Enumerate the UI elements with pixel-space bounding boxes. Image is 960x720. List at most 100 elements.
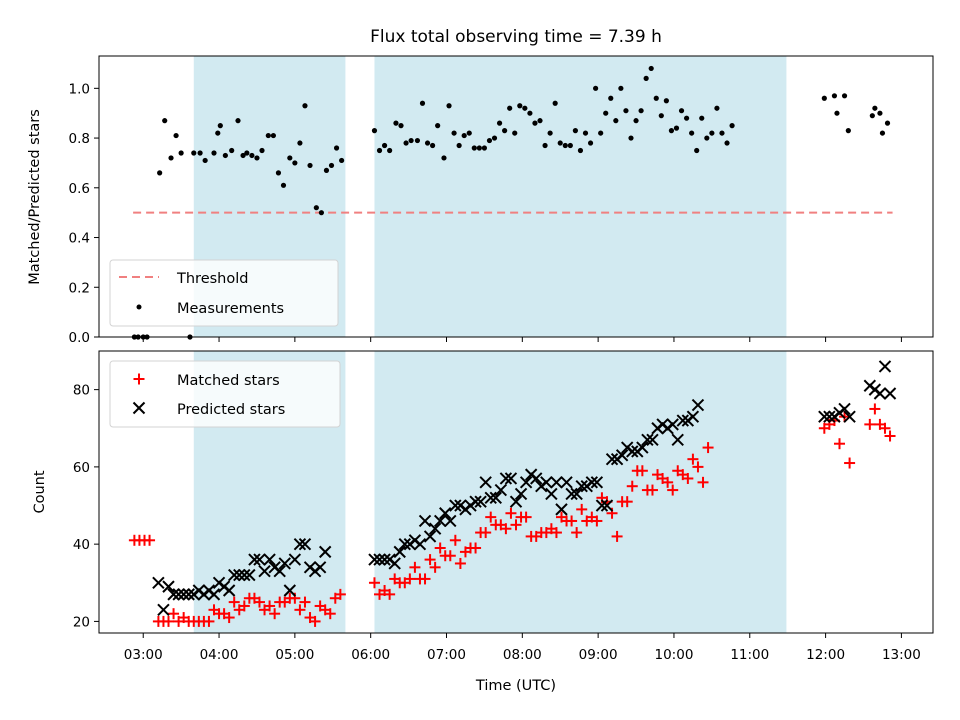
predicted-star-point xyxy=(233,568,246,582)
measurement-point xyxy=(587,140,594,146)
predicted-star-point xyxy=(222,584,236,597)
ratio-y-tick-label: 1.0 xyxy=(69,81,90,97)
predicted-star-point xyxy=(263,553,276,566)
legend-threshold-label: Threshold xyxy=(176,271,248,287)
measurement-point xyxy=(254,155,260,161)
measurement-point xyxy=(178,150,184,156)
ratio-y-tick-label: 0.8 xyxy=(69,131,90,147)
matched-star-point xyxy=(449,534,461,546)
measurement-point xyxy=(643,75,649,81)
predicted-star-point xyxy=(570,487,583,501)
measurement-point xyxy=(259,147,265,154)
measurement-point xyxy=(446,103,452,109)
measurement-point xyxy=(709,130,715,136)
ratio-legend-box xyxy=(109,259,339,327)
x-tick-label: 06:00 xyxy=(351,647,390,663)
matched-star-point xyxy=(869,403,881,415)
x-tick-label: 11:00 xyxy=(730,647,769,663)
x-axis-label: Time (UTC) xyxy=(475,678,556,694)
measurement-point xyxy=(419,100,426,106)
measurement-point xyxy=(376,147,383,154)
predicted-star-point xyxy=(540,476,553,489)
predicted-star-point xyxy=(418,514,432,528)
measurement-point xyxy=(466,130,472,136)
measurement-point xyxy=(678,108,685,114)
measurement-point xyxy=(582,130,589,136)
legend-predicted-label: Predicted stars xyxy=(177,402,285,418)
ratio-y-tick-label: 0.4 xyxy=(69,231,90,247)
predicted-star-point xyxy=(298,537,312,551)
measurement-point xyxy=(694,147,700,154)
measurement-point xyxy=(638,108,644,114)
predicted-star-point xyxy=(479,476,492,489)
predicted-star-point xyxy=(177,588,190,601)
ratio-plot-frame xyxy=(98,55,934,338)
measurement-point xyxy=(318,210,324,216)
x-tick-label: 03:00 xyxy=(124,647,163,663)
measurement-point xyxy=(280,182,287,188)
matched-star-point xyxy=(485,511,497,523)
matched-star-point xyxy=(682,472,694,484)
predicted-star-point xyxy=(590,476,604,489)
count-plot-frame xyxy=(98,350,934,634)
measurement-point xyxy=(215,130,221,136)
matched-star-point xyxy=(833,438,845,450)
measurement-point xyxy=(577,147,584,154)
matched-star-point xyxy=(409,561,421,573)
measurement-point xyxy=(328,162,335,169)
predicted-star-point xyxy=(494,483,508,497)
predicted-star-point xyxy=(449,499,462,512)
predicted-star-point xyxy=(293,537,307,551)
matched-star-point xyxy=(571,527,583,539)
predicted-star-point xyxy=(167,588,180,601)
matched-star-point xyxy=(550,527,562,539)
measurement-point xyxy=(884,120,891,126)
measurement-point xyxy=(486,137,493,144)
matched-star-point xyxy=(480,527,492,539)
predicted-star-point xyxy=(595,499,609,512)
measurement-point xyxy=(249,152,255,159)
measurement-point xyxy=(618,85,624,91)
predicted-star-point xyxy=(413,537,427,551)
measurement-point xyxy=(302,103,308,109)
predicted-star-point xyxy=(157,603,170,617)
measurement-point xyxy=(307,162,313,169)
predicted-star-point xyxy=(691,398,705,412)
measurement-point xyxy=(173,132,179,139)
x-tick-label: 12:00 xyxy=(806,647,845,663)
measurement-point xyxy=(834,110,840,116)
matched-star-point xyxy=(324,608,336,620)
count-y-tick-label: 60 xyxy=(73,460,90,476)
measurement-point xyxy=(517,103,523,109)
measurement-point xyxy=(217,123,223,129)
matched-star-point xyxy=(591,515,603,527)
predicted-star-point xyxy=(676,414,690,427)
measurement-point xyxy=(532,120,538,126)
measurement-point xyxy=(562,142,568,149)
measurement-point xyxy=(502,128,508,134)
matched-star-point xyxy=(500,523,512,535)
measurement-point xyxy=(229,147,235,154)
matched-star-point xyxy=(702,442,714,454)
matched-star-point xyxy=(667,484,679,496)
measurement-point xyxy=(313,205,319,211)
matched-star-point xyxy=(626,480,638,492)
measurement-point xyxy=(408,137,414,144)
ratio-y-ticks: 0.0 0.2 0.4 0.6 0.8 1.0 xyxy=(69,81,99,346)
measurement-point xyxy=(441,155,447,161)
matched-star-point xyxy=(309,615,321,627)
predicted-star-point xyxy=(585,476,599,489)
matched-star-point xyxy=(228,596,240,608)
measurement-point xyxy=(456,142,462,149)
measurement-point xyxy=(841,93,848,99)
ratio-shaded-regions xyxy=(193,56,787,337)
predicted-star-point xyxy=(838,402,851,416)
measurement-point xyxy=(613,118,619,124)
predicted-star-point xyxy=(818,410,831,423)
predicted-star-point xyxy=(313,561,327,574)
matched-star-point xyxy=(687,453,699,465)
matched-star-point xyxy=(576,503,588,515)
predicted-star-point xyxy=(666,418,679,431)
matched-star-points xyxy=(128,403,896,627)
measurement-point xyxy=(699,115,705,121)
